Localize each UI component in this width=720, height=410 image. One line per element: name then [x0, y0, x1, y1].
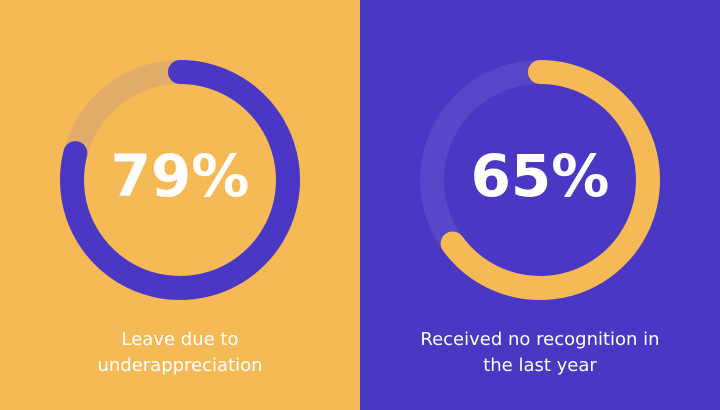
gauge-value-label: 65% [471, 142, 610, 210]
gauge-arc [60, 60, 300, 300]
caption: Leave due to underappreciation [97, 329, 263, 376]
gauge-value-label: 79% [111, 142, 250, 210]
gauge-arc [440, 60, 660, 300]
caption: Received no recognition in the last year [420, 329, 660, 376]
